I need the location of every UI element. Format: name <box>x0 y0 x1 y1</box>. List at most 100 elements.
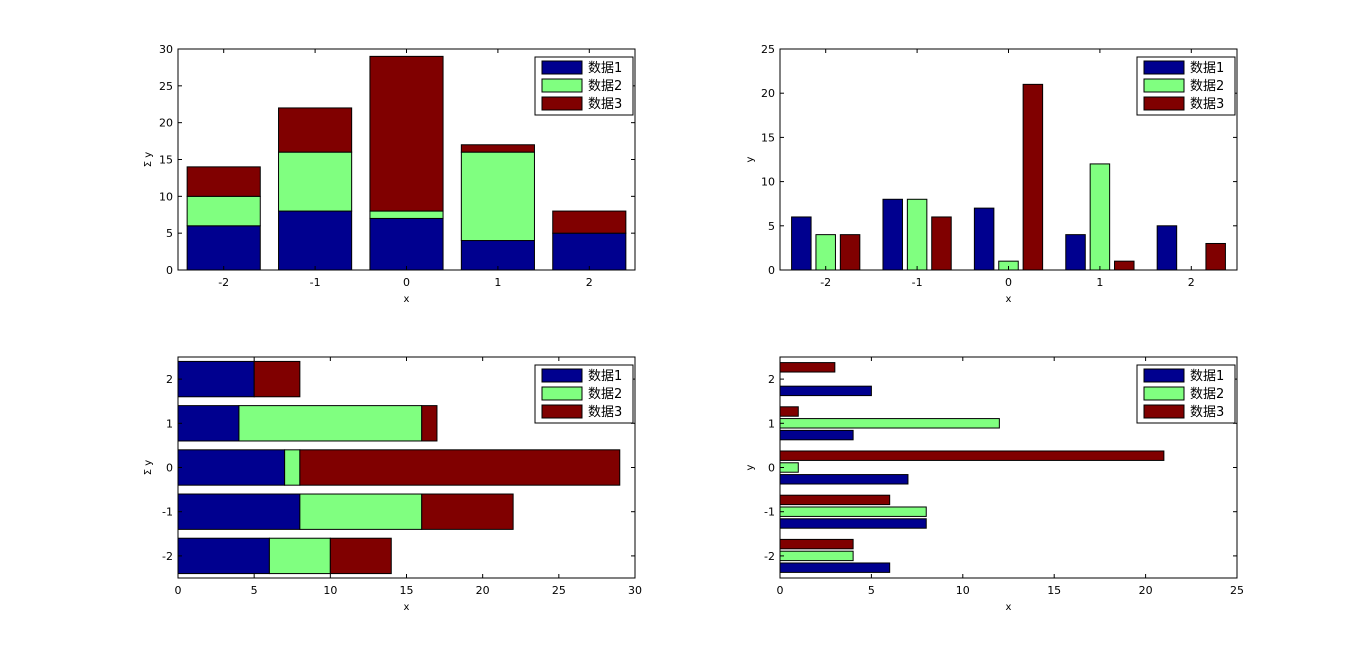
x-tick-label: 25 <box>1230 584 1244 597</box>
y-tick-label: 5 <box>768 220 775 233</box>
y-tick-label: 20 <box>761 87 775 100</box>
y-tick-label: 0 <box>166 462 173 475</box>
legend-swatch-3 <box>1143 96 1185 111</box>
x-axis-label: x <box>404 294 410 305</box>
bars <box>791 83 1226 271</box>
bar-series3-cat2 <box>779 450 1165 461</box>
x-tick-label: 10 <box>956 584 970 597</box>
bar-series1-cat3 <box>460 240 535 271</box>
bar-series3-cat2 <box>369 55 444 212</box>
bar-series3-cat4 <box>552 210 627 234</box>
x-tick-label: 15 <box>400 584 414 597</box>
bar-series1-cat3 <box>177 405 240 442</box>
y-tick-label: 0 <box>768 462 775 475</box>
bar-series2-cat1 <box>278 151 353 212</box>
bar-series1-cat1 <box>278 210 353 271</box>
bar-series1-cat0 <box>779 562 891 573</box>
x-tick-label: -1 <box>912 276 923 289</box>
legend: 数据1 数据2 数据3 <box>534 364 634 424</box>
y-tick-label: 2 <box>166 373 173 386</box>
bar-series2-cat2 <box>369 210 444 219</box>
legend-swatch-2 <box>541 78 583 93</box>
x-axis-label: x <box>1006 602 1012 613</box>
legend-label-3: 数据3 <box>1190 405 1224 420</box>
y-tick-label: 25 <box>159 80 173 93</box>
x-tick-label: 0 <box>403 276 410 289</box>
bar-series1-cat3 <box>779 429 854 441</box>
y-tick-label: 1 <box>768 417 775 430</box>
legend-label-2: 数据2 <box>588 387 622 402</box>
legend-swatch-3 <box>1143 404 1185 419</box>
x-tick-label: 5 <box>251 584 258 597</box>
legend-swatch-3 <box>541 96 583 111</box>
bar-series3-cat1 <box>779 494 891 506</box>
legend-label-1: 数据1 <box>588 369 622 384</box>
bar-series1-cat4 <box>779 385 872 397</box>
y-tick-label: 0 <box>768 264 775 277</box>
bar-series1-cat4 <box>1156 225 1178 271</box>
bar-series3-cat1 <box>278 107 353 153</box>
bar-series1-cat4 <box>177 360 255 398</box>
legend-label-1: 数据1 <box>1190 61 1224 76</box>
legend-label-3: 数据3 <box>1190 97 1224 112</box>
legend-label-3: 数据3 <box>588 97 622 112</box>
bar-series3-cat4 <box>253 360 301 398</box>
bar-series1-cat2 <box>369 217 444 271</box>
bar-series3-cat2 <box>1022 83 1044 271</box>
x-tick-label: 0 <box>777 584 784 597</box>
bar-series1-cat2 <box>177 449 286 486</box>
y-tick-label: 10 <box>761 176 775 189</box>
bar-series1-cat1 <box>177 493 301 530</box>
legend-swatch-1 <box>1143 60 1185 75</box>
y-axis-label: y <box>745 156 756 162</box>
legend-label-1: 数据1 <box>588 61 622 76</box>
y-axis-label: Σ y <box>143 152 154 167</box>
x-tick-label: 30 <box>628 584 642 597</box>
bar-series2-cat1 <box>906 198 928 271</box>
legend-label-3: 数据3 <box>588 405 622 420</box>
bar-series2-cat0 <box>779 550 854 562</box>
bars <box>177 360 621 575</box>
x-tick-label: 25 <box>552 584 566 597</box>
x-tick-label: 1 <box>1096 276 1103 289</box>
x-tick-label: -2 <box>820 276 831 289</box>
bar-series3-cat4 <box>1205 242 1226 271</box>
y-tick-label: 5 <box>166 227 173 240</box>
bar-series3-cat0 <box>779 538 854 550</box>
bar-series3-cat3 <box>460 144 535 153</box>
bar-series1-cat0 <box>186 225 261 271</box>
bar-series1-cat2 <box>779 474 909 485</box>
legend-swatch-2 <box>1143 386 1185 401</box>
x-tick-label: 5 <box>868 584 875 597</box>
x-tick-label: 15 <box>1047 584 1061 597</box>
x-tick-label: 20 <box>476 584 490 597</box>
y-tick-label: -2 <box>764 550 775 563</box>
y-tick-label: -1 <box>162 506 173 519</box>
legend-swatch-3 <box>541 404 583 419</box>
bar-series1-cat1 <box>882 198 903 271</box>
bar-series3-cat0 <box>186 166 261 197</box>
x-tick-label: -2 <box>218 276 229 289</box>
legend-swatch-1 <box>541 60 583 75</box>
y-tick-label: -1 <box>764 506 775 519</box>
x-tick-label: 2 <box>1188 276 1195 289</box>
x-axis-label: x <box>1006 294 1012 305</box>
bar-series1-cat0 <box>177 537 270 575</box>
x-tick-label: 1 <box>494 276 501 289</box>
bar-series3-cat2 <box>299 449 621 486</box>
bar-series2-cat0 <box>186 195 261 227</box>
legend-label-2: 数据2 <box>1190 387 1224 402</box>
legend: 数据1 数据2 数据3 <box>1136 364 1236 424</box>
y-tick-label: 1 <box>166 417 173 430</box>
legend-label-2: 数据2 <box>1190 79 1224 94</box>
y-tick-label: 15 <box>159 154 173 167</box>
bar-series2-cat3 <box>1089 163 1111 271</box>
bar-series2-cat1 <box>779 506 927 517</box>
bar-series2-cat3 <box>238 405 423 442</box>
